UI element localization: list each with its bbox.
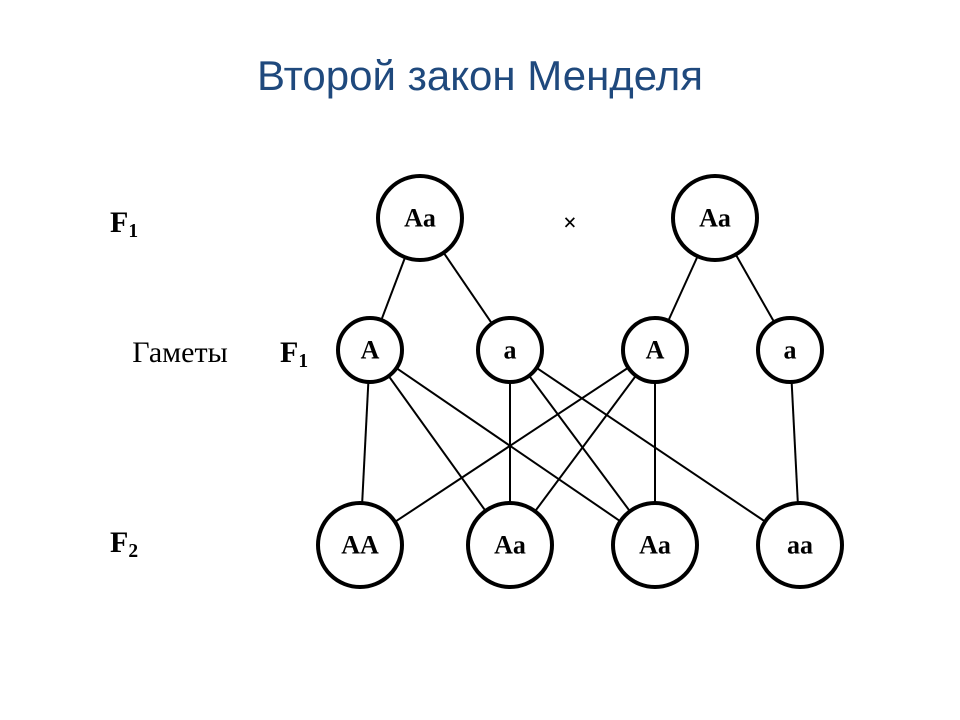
- genotype-label: Aa: [699, 204, 731, 233]
- slide: Второй закон Менделя AaAaAaAaAAAaAaaaF1Г…: [0, 0, 960, 720]
- edge: [736, 255, 774, 323]
- edge: [792, 382, 798, 503]
- row-label: F2: [110, 526, 138, 563]
- genotype-label: A: [646, 336, 665, 365]
- row-label-gametes: Гаметы: [132, 336, 227, 369]
- genotype-label: aa: [787, 531, 813, 560]
- genotype-label: a: [504, 336, 517, 365]
- mendel-diagram: AaAaAaAaAAAaAaaaF1ГаметыF1F2×: [0, 0, 960, 720]
- genotype-label: A: [361, 336, 380, 365]
- edge: [537, 368, 766, 522]
- cross-symbol: ×: [563, 211, 577, 237]
- genotype-label: Aa: [494, 531, 526, 560]
- edge: [444, 253, 492, 324]
- page-title: Второй закон Менделя: [0, 52, 960, 100]
- genotype-label: AA: [341, 531, 379, 560]
- edge: [362, 382, 368, 503]
- genotype-label: Aa: [404, 204, 436, 233]
- edges-layer: [362, 253, 798, 522]
- genotype-label: a: [784, 336, 797, 365]
- genotype-label: Aa: [639, 531, 671, 560]
- edge: [381, 257, 405, 320]
- row-label: F1: [110, 206, 138, 243]
- nodes-layer: AaAaAaAaAAAaAaaa: [318, 176, 842, 587]
- edge: [668, 256, 697, 321]
- row-label: F1: [280, 336, 308, 373]
